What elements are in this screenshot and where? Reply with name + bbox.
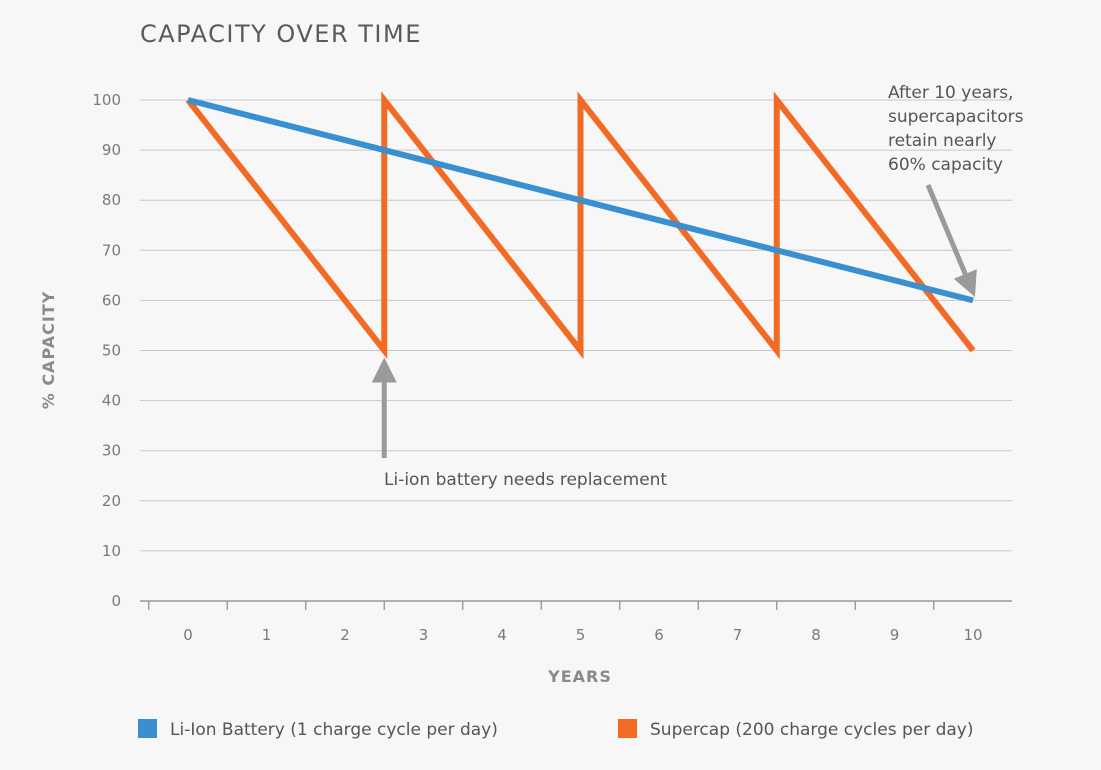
y-tick-label: 10	[102, 542, 121, 560]
y-tick-label: 60	[102, 291, 121, 309]
y-tick-label: 50	[102, 342, 121, 360]
legend: Li-Ion Battery (1 charge cycle per day) S…	[138, 719, 974, 740]
x-tick-label: 4	[497, 626, 507, 644]
gridlines	[140, 99, 1012, 602]
y-tick-label: 70	[102, 241, 121, 259]
y-tick-label: 40	[102, 392, 121, 410]
y-tick-label: 20	[102, 492, 121, 510]
x-tick-label: 6	[654, 626, 664, 644]
series-lines	[185, 91, 976, 360]
y-tick-label: 0	[111, 592, 121, 610]
x-tick-label: 8	[811, 626, 821, 644]
y-tick-label: 100	[92, 91, 121, 109]
x-tick-labels: 0 1 2 3 4 5 6 7 8 9 10	[183, 626, 982, 644]
x-axis	[148, 601, 935, 610]
y-axis-label: % CAPACITY	[39, 291, 58, 410]
y-tick-labels: 0 10 20 30 40 50 60 70 80 90 100	[92, 91, 121, 610]
legend-label: Supercap (200 charge cycles per day)	[650, 720, 974, 740]
legend-swatch	[138, 719, 157, 738]
supercap-series-line	[185, 91, 976, 360]
y-tick-label: 90	[102, 141, 121, 159]
annotation-text-supercap: After 10 years, supercapacitors retain nea…	[888, 83, 1024, 175]
y-tick-label: 30	[102, 442, 121, 460]
x-tick-label: 3	[419, 626, 429, 644]
x-tick-label: 1	[262, 626, 272, 644]
x-axis-label: YEARS	[547, 667, 612, 686]
annotation-text-replacement: Li-ion battery needs replacement	[384, 470, 667, 490]
annotations: After 10 years, supercapacitors retain nea…	[371, 83, 1024, 490]
x-tick-label: 10	[963, 626, 982, 644]
chart-title: CAPACITY OVER TIME	[140, 20, 422, 48]
x-tick-label: 7	[733, 626, 743, 644]
legend-label: Li-Ion Battery (1 charge cycle per day)	[170, 720, 498, 740]
x-tick-label: 5	[576, 626, 586, 644]
li-ion-series-line	[187, 97, 974, 304]
x-tick-label: 2	[340, 626, 350, 644]
annotation-arrow-supercap	[925, 184, 977, 298]
x-tick-label: 0	[183, 626, 193, 644]
legend-swatch	[618, 719, 637, 738]
x-tick-label: 9	[890, 626, 900, 644]
y-tick-label: 80	[102, 191, 121, 209]
